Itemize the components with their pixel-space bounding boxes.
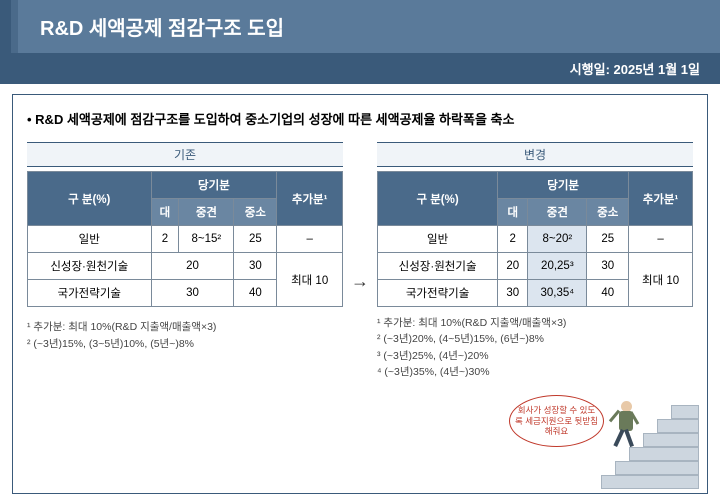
page-title: R&D 세액공제 점감구조 도입: [40, 12, 700, 41]
th-small: 중소: [234, 199, 277, 226]
table-row: 신성장·원천기술 20 30 최대 10: [28, 253, 343, 280]
th-current: 당기분: [151, 172, 277, 199]
effective-date: 시행일: 2025년 1월 1일: [0, 53, 720, 84]
th-large: 대: [151, 199, 179, 226]
footnotes-right: ¹ 추가분: 최대 10%(R&D 지출액/매출액×3) ² (~3년)20%,…: [377, 315, 693, 380]
th-small: 중소: [587, 199, 629, 226]
th-mid: 중견: [179, 199, 234, 226]
table-before-grid: 구 분(%) 당기분 추가분¹ 대 중견 중소 일반 2 8~15² 25 –: [27, 171, 343, 307]
page-header: R&D 세액공제 점감구조 도입: [0, 0, 720, 53]
table-row: 신성장·원천기술 20 20,25³ 30 최대 10: [378, 253, 693, 280]
content-box: • R&D 세액공제에 점감구조를 도입하여 중소기업의 성장에 따른 세액공제…: [12, 94, 708, 494]
table-row: 일반 2 8~15² 25 –: [28, 226, 343, 253]
arrow-icon: →: [351, 231, 369, 292]
th-category: 구 분(%): [378, 172, 498, 226]
header-accent: [0, 0, 18, 53]
th-category: 구 분(%): [28, 172, 152, 226]
table-row: 일반 2 8~20² 25 –: [378, 226, 693, 253]
tables-row: 기존 구 분(%) 당기분 추가분¹ 대 중견 중소 일반 2 8~15² 25: [27, 142, 693, 380]
table-before: 기존 구 분(%) 당기분 추가분¹ 대 중견 중소 일반 2 8~15² 25: [27, 142, 343, 353]
th-large: 대: [498, 199, 528, 226]
table-after-grid: 구 분(%) 당기분 추가분¹ 대 중견 중소 일반 2 8~20² 25 –: [377, 171, 693, 307]
footnotes-left: ¹ 추가분: 최대 10%(R&D 지출액/매출액×3) ² (~3년)15%,…: [27, 319, 343, 353]
illustration: 회사가 성장할 수 있도록 세금지원으로 뒷받침 해줘요: [509, 379, 699, 489]
th-extra: 추가분¹: [277, 172, 343, 226]
summary-bullet: • R&D 세액공제에 점감구조를 도입하여 중소기업의 성장에 따른 세액공제…: [27, 109, 693, 128]
th-extra: 추가분¹: [629, 172, 693, 226]
table-after: 변경 구 분(%) 당기분 추가분¹ 대 중견 중소 일반 2 8~20² 25: [377, 142, 693, 380]
th-current: 당기분: [498, 172, 629, 199]
speech-bubble: 회사가 성장할 수 있도록 세금지원으로 뒷받침 해줘요: [509, 395, 604, 447]
table-before-caption: 기존: [27, 142, 343, 167]
th-mid: 중견: [528, 199, 587, 226]
table-after-caption: 변경: [377, 142, 693, 167]
person-icon: [609, 401, 643, 451]
